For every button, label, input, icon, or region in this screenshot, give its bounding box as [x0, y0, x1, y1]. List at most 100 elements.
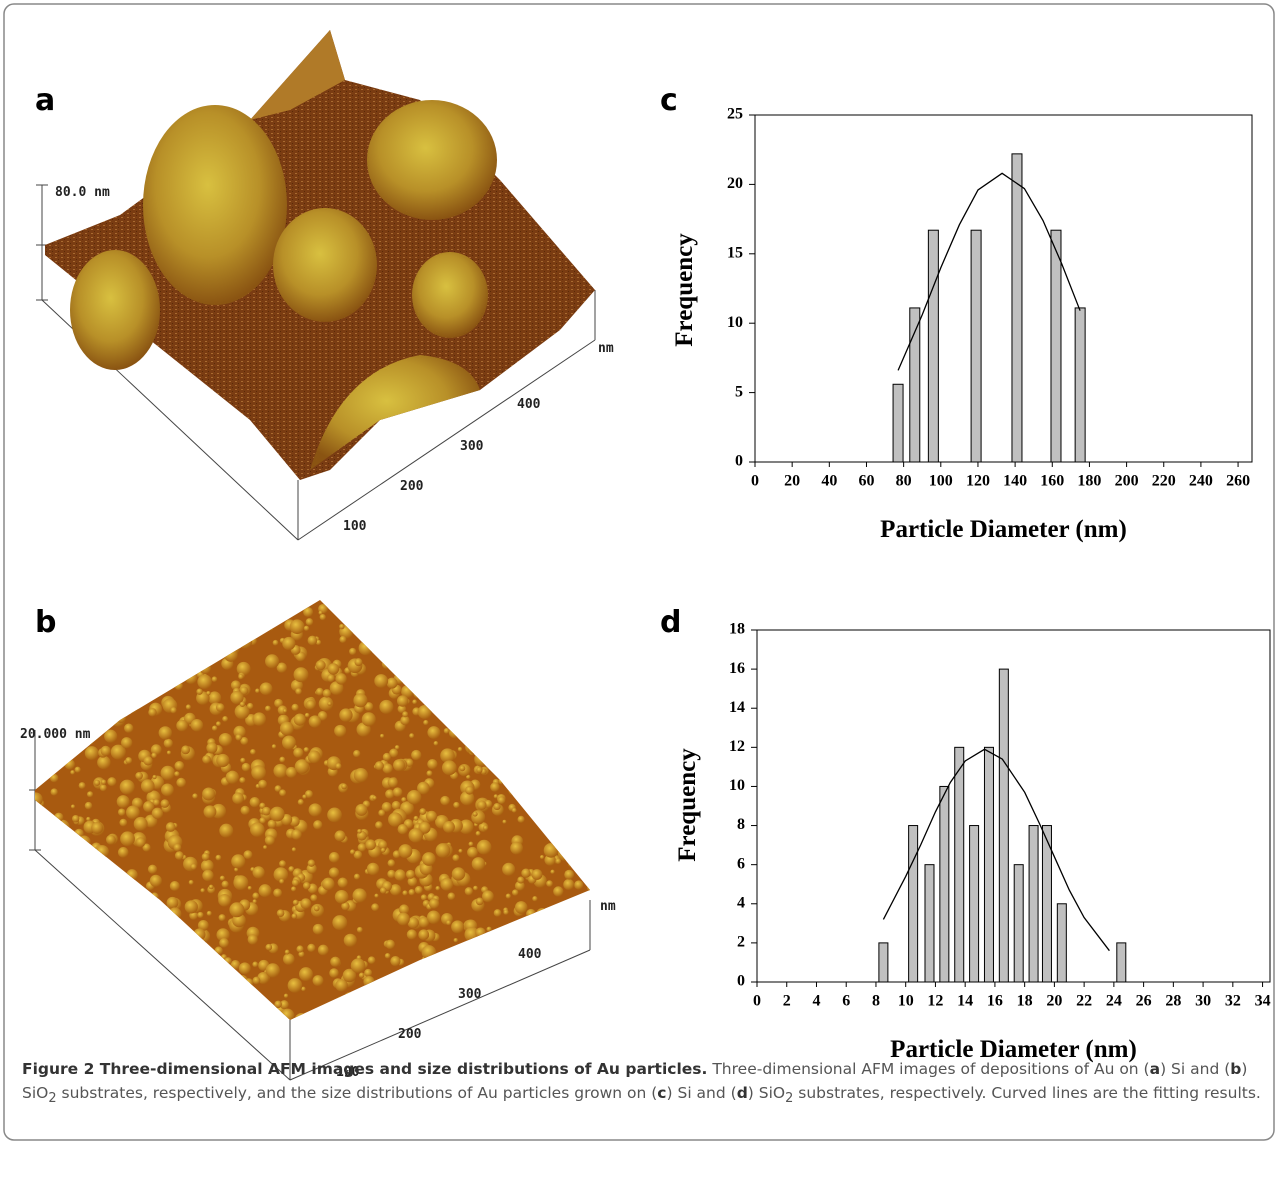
- afm-grain: [476, 620, 481, 625]
- afm-grain: [367, 1012, 382, 1020]
- afm-grain: [302, 882, 311, 890]
- afm-grain: [87, 888, 96, 897]
- afm-grain: [224, 642, 232, 650]
- afm-grain: [571, 823, 578, 831]
- afm-grain: [238, 993, 250, 1005]
- afm-grain: [194, 959, 203, 968]
- afm-grain: [240, 757, 246, 763]
- y-tick-label: 16: [729, 660, 745, 677]
- afm-grain: [419, 995, 434, 1011]
- afm-grain: [265, 943, 273, 951]
- afm-grain: [170, 707, 177, 714]
- afm-grain: [83, 710, 93, 720]
- afm-grain: [425, 649, 430, 655]
- afm-grain: [99, 1003, 115, 1019]
- afm-grain: [252, 899, 257, 904]
- afm-grain: [361, 600, 373, 607]
- afm-grain: [334, 830, 346, 842]
- afm-grain: [95, 951, 101, 957]
- afm-grain: [357, 628, 369, 641]
- afm-grain: [291, 879, 300, 887]
- afm-grain: [71, 710, 79, 718]
- afm-grain: [402, 711, 409, 718]
- afm-grain: [113, 671, 122, 680]
- afm-grain: [121, 737, 133, 749]
- afm-grain: [47, 697, 60, 710]
- afm-grain: [426, 660, 434, 667]
- axis-tick-label: 400: [517, 397, 541, 412]
- afm-grain: [119, 977, 126, 984]
- afm-grain: [499, 761, 514, 776]
- afm-grain: [567, 673, 582, 687]
- afm-grain: [491, 629, 507, 644]
- afm-grain: [433, 741, 439, 746]
- afm-grain: [427, 726, 441, 740]
- afm-grain: [574, 801, 590, 817]
- afm-grain: [361, 712, 376, 727]
- afm-grain: [428, 960, 439, 971]
- afm-grain: [84, 746, 99, 761]
- afm-grain: [215, 603, 224, 613]
- afm-grain: [349, 849, 356, 855]
- afm-grain: [192, 793, 198, 799]
- afm-grain: [116, 795, 130, 809]
- afm-grain: [343, 991, 358, 1007]
- afm-grain: [216, 600, 222, 602]
- afm-grain: [225, 770, 239, 784]
- afm-grain: [333, 1015, 345, 1020]
- afm-grain: [43, 884, 59, 900]
- afm-grain: [585, 832, 590, 845]
- afm-grain: [458, 848, 463, 854]
- afm-grain: [51, 1012, 64, 1020]
- afm-grain: [439, 600, 451, 603]
- afm-grain: [245, 600, 260, 606]
- afm-grain: [356, 926, 363, 933]
- afm-grain: [35, 813, 36, 820]
- afm-grain: [120, 920, 129, 928]
- afm-grain: [416, 602, 427, 612]
- x-tick-label: 34: [1255, 993, 1271, 1010]
- afm-grain: [457, 644, 467, 653]
- afm-grain: [435, 886, 441, 891]
- afm-grain: [61, 993, 69, 1001]
- afm-grain: [485, 1016, 493, 1020]
- afm-grain: [153, 636, 167, 650]
- afm-grain: [271, 744, 277, 749]
- afm-grain: [184, 900, 198, 914]
- afm-grain: [351, 998, 356, 1003]
- afm-grain: [334, 724, 347, 737]
- afm-grain: [446, 920, 452, 926]
- afm-grain: [562, 963, 568, 969]
- afm-grain: [569, 634, 577, 642]
- afm-grain: [320, 1017, 335, 1020]
- afm-grain: [158, 726, 172, 740]
- afm-grain: [429, 626, 438, 635]
- afm-grain: [104, 900, 114, 910]
- afm-grain: [58, 965, 68, 976]
- panel-label: b: [35, 605, 56, 640]
- afm-grain: [63, 902, 71, 910]
- afm-grain: [106, 957, 112, 963]
- x-tick-label: 6: [842, 993, 850, 1010]
- afm-grain: [190, 863, 197, 870]
- afm-grain: [289, 619, 305, 635]
- afm-grain: [420, 679, 426, 685]
- afm-grain: [470, 1013, 475, 1018]
- afm-grain: [453, 938, 458, 943]
- afm-grain: [200, 629, 215, 643]
- y-tick-label: 2: [737, 934, 745, 951]
- axis-tick-label: 100: [336, 1065, 360, 1080]
- afm-grain: [379, 699, 394, 714]
- afm-grain: [562, 944, 573, 955]
- afm-grain: [145, 974, 159, 987]
- afm-grain: [174, 613, 181, 619]
- afm-grain: [151, 807, 164, 820]
- afm-grain: [378, 809, 386, 817]
- afm-grain: [247, 934, 258, 945]
- afm-grain: [84, 801, 93, 810]
- x-tick-label: 60: [858, 473, 874, 490]
- afm-grain: [466, 725, 477, 735]
- afm-grain: [165, 964, 181, 980]
- afm-grain: [202, 869, 214, 882]
- afm-grain: [462, 605, 468, 611]
